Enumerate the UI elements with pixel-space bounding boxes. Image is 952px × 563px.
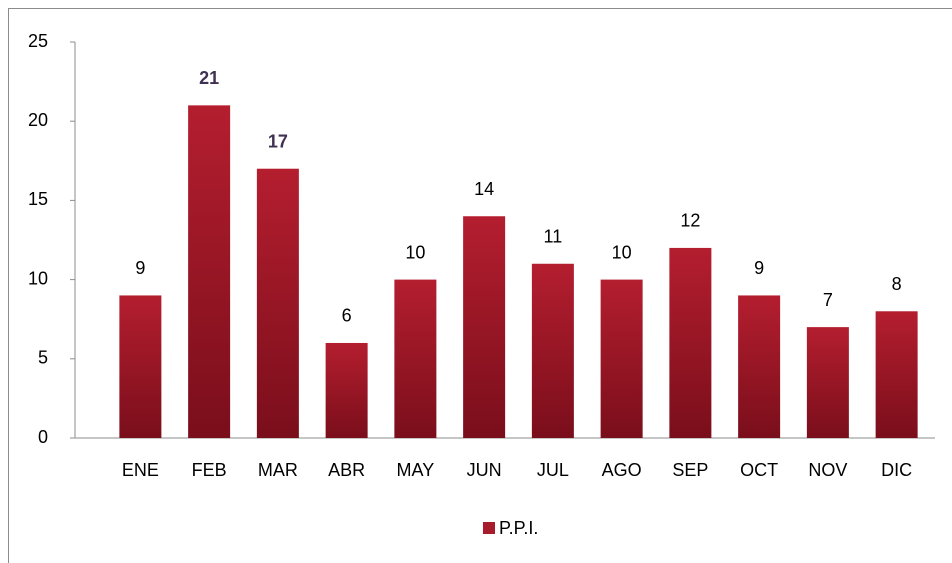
bar [188,105,231,439]
data-label: 14 [474,179,494,199]
data-label: 17 [268,131,288,151]
data-label: 6 [342,306,352,326]
legend-swatch [483,522,495,534]
bar [394,279,437,438]
bar [531,263,574,438]
y-tick-label: 15 [28,189,48,209]
data-label: 12 [680,211,700,231]
data-label: 21 [199,68,219,88]
legend-label: P.P.I. [499,518,538,538]
data-label: 7 [823,290,833,310]
data-label: 11 [544,227,563,247]
bar [806,327,849,438]
bar [463,216,506,438]
bar [256,168,299,438]
bar [875,311,918,438]
y-tick-label: 10 [28,268,48,288]
y-tick-label: 25 [28,31,48,51]
bar [119,295,162,438]
bar [325,342,368,438]
x-tick-label: JUN [467,460,502,480]
data-label: 9 [754,258,764,278]
x-tick-label: AGO [602,460,642,480]
bar [738,295,781,438]
chart-frame [8,8,952,563]
data-label: 10 [612,242,632,262]
x-tick-label: OCT [740,460,778,480]
x-tick-label: JUL [537,460,569,480]
data-label: 9 [135,258,145,278]
x-tick-label: FEB [192,460,227,480]
y-tick-label: 5 [38,348,48,368]
x-tick-label: ABR [328,460,365,480]
x-tick-label: NOV [808,460,847,480]
bar [669,247,712,438]
y-tick-label: 20 [28,110,48,130]
x-tick-label: DIC [881,460,912,480]
bar [600,279,643,438]
y-tick-label: 0 [38,427,48,447]
x-tick-label: MAR [258,460,298,480]
data-label: 10 [405,242,425,262]
x-tick-label: MAY [397,460,435,480]
x-tick-label: ENE [122,460,159,480]
data-label: 8 [892,274,902,294]
x-tick-label: SEP [672,460,708,480]
